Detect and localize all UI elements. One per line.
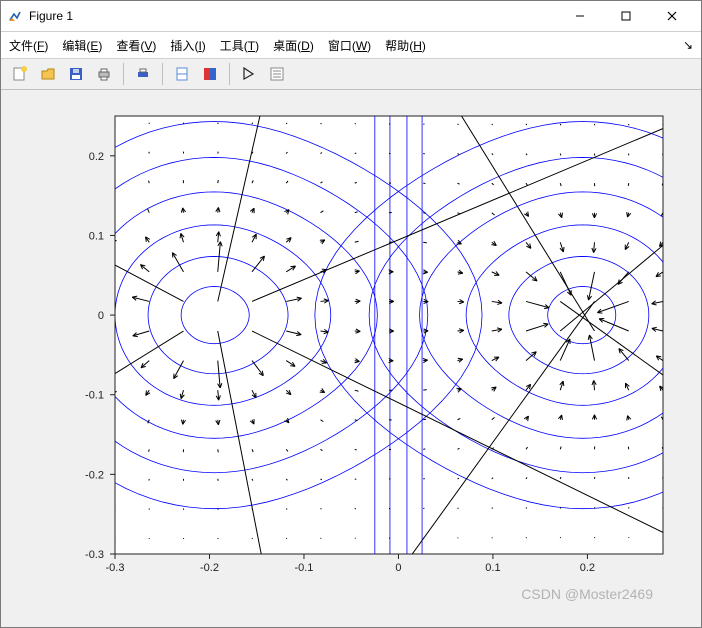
minimize-button[interactable] — [557, 1, 603, 31]
menu-help[interactable]: 帮助(H) — [385, 37, 426, 54]
svg-text:0.1: 0.1 — [485, 562, 500, 574]
save-button[interactable] — [63, 61, 89, 87]
window-title: Figure 1 — [29, 9, 557, 23]
menu-view[interactable]: 查看(V) — [116, 37, 156, 54]
svg-text:0.1: 0.1 — [89, 230, 104, 242]
link-button[interactable] — [169, 61, 195, 87]
menu-edit[interactable]: 编辑(E) — [62, 37, 102, 54]
svg-text:-0.1: -0.1 — [85, 390, 104, 402]
new-figure-button[interactable] — [7, 61, 33, 87]
svg-text:-0.3: -0.3 — [85, 549, 104, 561]
toolbar-separator — [162, 63, 163, 85]
toolbar-separator — [229, 63, 230, 85]
figure-window: Figure 1 文件(F) 编辑(E) 查看(V) 插入(I) 工具(T) 桌… — [0, 0, 702, 628]
colorbar-button[interactable] — [197, 61, 223, 87]
menu-file[interactable]: 文件(F) — [9, 37, 48, 54]
toolbar — [1, 59, 701, 90]
insert-legend-button[interactable] — [264, 61, 290, 87]
menu-window[interactable]: 窗口(W) — [328, 37, 371, 54]
menu-overflow-icon[interactable]: ↘ — [683, 38, 693, 52]
svg-text:-0.1: -0.1 — [294, 562, 313, 574]
svg-text:-0.2: -0.2 — [200, 562, 219, 574]
print-preview-button[interactable] — [130, 61, 156, 87]
menubar: 文件(F) 编辑(E) 查看(V) 插入(I) 工具(T) 桌面(D) 窗口(W… — [1, 32, 701, 59]
matlab-icon — [7, 8, 23, 24]
watermark: CSDN @Moster2469 — [521, 586, 653, 602]
menu-tools[interactable]: 工具(T) — [220, 37, 259, 54]
edit-plot-button[interactable] — [236, 61, 262, 87]
menu-desktop[interactable]: 桌面(D) — [273, 37, 314, 54]
open-button[interactable] — [35, 61, 61, 87]
svg-text:0: 0 — [395, 562, 401, 574]
toolbar-separator — [123, 63, 124, 85]
svg-text:-0.2: -0.2 — [85, 469, 104, 481]
menu-insert[interactable]: 插入(I) — [170, 37, 205, 54]
svg-text:0: 0 — [98, 310, 104, 322]
svg-text:0.2: 0.2 — [580, 562, 595, 574]
svg-text:0.2: 0.2 — [89, 151, 104, 163]
figure-canvas: -0.3 -0.2 -0.1 0 0.1 0.2 -0.3 -0.2 -0.1 0 0.1 0.2 C… — [1, 90, 701, 627]
maximize-button[interactable] — [603, 1, 649, 31]
axes[interactable]: -0.3 -0.2 -0.1 0 0.1 0.2 -0.3 -0.2 -0.1 0 0.1 0.2 C… — [31, 110, 671, 610]
svg-text:-0.3: -0.3 — [106, 562, 125, 574]
close-button[interactable] — [649, 1, 695, 31]
titlebar: Figure 1 — [1, 1, 701, 32]
print-button[interactable] — [91, 61, 117, 87]
